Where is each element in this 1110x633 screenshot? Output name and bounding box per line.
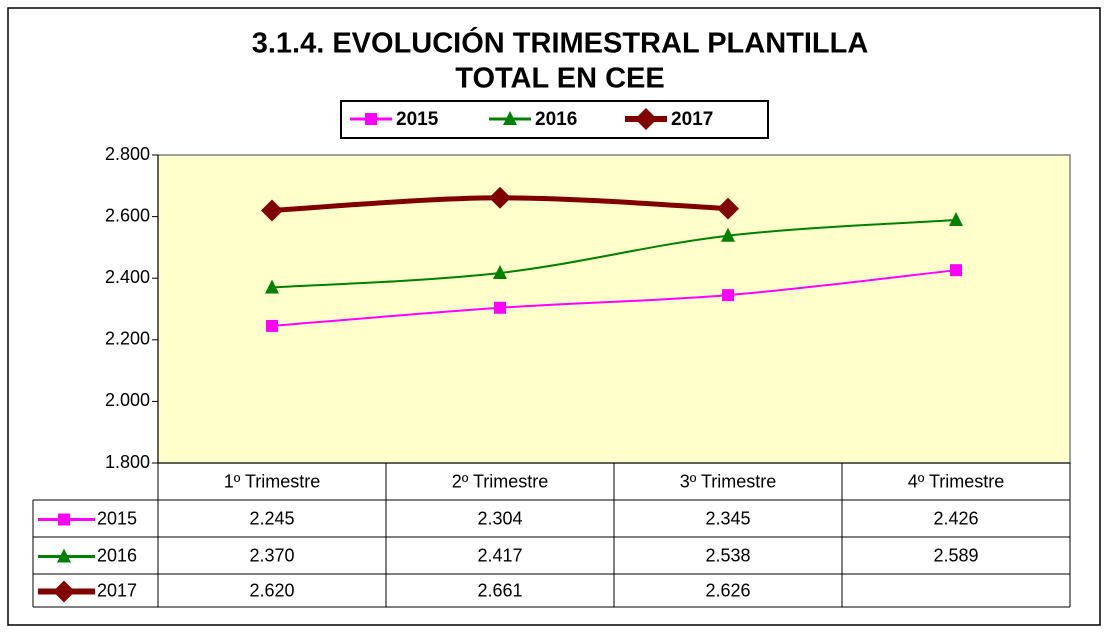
legend-label: 2016 [535,109,577,130]
marker [949,211,963,226]
y-tick-label: 2.400 [105,267,150,287]
table-value: 2.417 [477,545,522,565]
marker [721,227,735,242]
legend-label: 2017 [671,109,713,130]
legend-swatch [635,108,657,130]
table-value: 2.245 [249,508,294,528]
chart-title: 3.1.4. EVOLUCIÓN TRIMESTRAL PLANTILLA [252,26,869,60]
x-tick-label: 1º Trimestre [224,471,321,491]
y-tick-label: 1.800 [105,452,150,472]
table-key [53,580,75,603]
chart-title: TOTAL EN CEE [455,63,664,95]
table-value: 2.345 [705,508,750,528]
table-value: 2.589 [933,545,978,565]
x-tick-label: 2º Trimestre [452,471,549,491]
marker [489,186,511,209]
legend-label: 2015 [396,109,439,130]
table-value: 2.304 [477,508,522,528]
table-value: 2.370 [249,545,294,565]
table-key [57,548,71,563]
legend-swatch [503,111,517,125]
marker [722,289,734,302]
table-value: 2.426 [933,508,978,528]
table-series-name: 2017 [97,580,137,600]
table-value: 2.620 [249,580,294,600]
y-tick-label: 2.000 [105,390,150,410]
marker [950,264,962,277]
marker [717,197,739,220]
x-tick-label: 4º Trimestre [908,471,1005,491]
table-series-name: 2015 [97,508,137,528]
y-tick-label: 2.600 [105,205,150,225]
table-value: 2.661 [477,580,522,600]
table-value: 2.626 [705,580,750,600]
legend-swatch [365,113,377,125]
marker [261,199,283,222]
legend-box [340,100,769,139]
marker [265,279,279,294]
table-key [58,513,70,526]
series-line [271,218,957,289]
marker [266,319,278,332]
x-tick-label: 3º Trimestre [680,471,777,491]
table-value: 2.538 [705,545,750,565]
table-series-name: 2016 [97,545,137,565]
y-tick-label: 2.200 [105,329,150,349]
series-line [271,269,957,327]
marker [494,301,506,314]
marker [493,264,507,279]
y-tick-label: 2.800 [105,144,150,164]
